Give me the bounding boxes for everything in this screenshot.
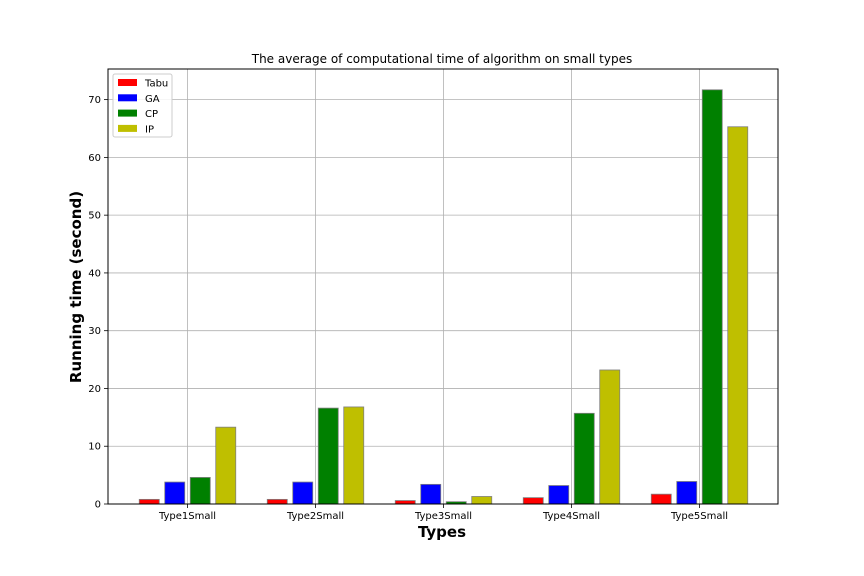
bar-tabu bbox=[394, 500, 416, 505]
legend: Tabu GA CP IP bbox=[112, 73, 173, 138]
bar-tabu bbox=[650, 493, 672, 505]
bar-tabu bbox=[138, 498, 160, 505]
x-axis-ticks: Type1Small Type2Small Type3Small Type4Small… bbox=[158, 504, 728, 522]
legend-swatch-ga bbox=[118, 94, 137, 102]
x-tick-label: Type1Small bbox=[158, 511, 216, 522]
bar-cp bbox=[573, 412, 595, 505]
legend-swatch-ip bbox=[118, 124, 137, 132]
bar-ga bbox=[164, 481, 186, 505]
bar-ip bbox=[471, 496, 493, 505]
legend-label-cp: CP bbox=[145, 109, 158, 120]
y-tick-label: 20 bbox=[88, 384, 101, 395]
bar-cp bbox=[701, 89, 723, 505]
y-tick-label: 10 bbox=[88, 442, 101, 453]
bar-ga bbox=[548, 485, 570, 505]
bar-ga bbox=[676, 481, 698, 505]
legend-label-tabu: Tabu bbox=[144, 79, 168, 90]
bar-cp bbox=[189, 477, 211, 505]
y-tick-label: 70 bbox=[88, 95, 101, 106]
y-tick-label: 0 bbox=[95, 500, 101, 511]
chart-title: The average of computational time of alg… bbox=[251, 52, 632, 66]
legend-swatch-tabu bbox=[118, 79, 137, 86]
legend-box bbox=[112, 73, 173, 138]
bars-group bbox=[138, 89, 749, 505]
x-axis-label: Types bbox=[418, 523, 466, 541]
x-tick-label: Type2Small bbox=[286, 511, 344, 522]
grid-lines bbox=[108, 69, 778, 505]
legend-swatch-cp bbox=[118, 109, 137, 117]
bar-ip bbox=[343, 406, 365, 505]
x-tick-label: Type5Small bbox=[670, 511, 728, 522]
bar-ip bbox=[727, 126, 749, 505]
legend-label-ga: GA bbox=[145, 94, 160, 105]
y-axis-ticks: 0 10 20 30 40 50 60 70 bbox=[88, 95, 108, 511]
y-tick-label: 40 bbox=[88, 268, 101, 279]
plot-frame bbox=[107, 68, 779, 505]
bar-tabu bbox=[522, 497, 544, 505]
bar-tabu bbox=[266, 498, 288, 505]
y-axis-label: Running time (second) bbox=[67, 191, 85, 383]
y-tick-label: 60 bbox=[88, 153, 101, 164]
x-tick-label: Type4Small bbox=[542, 511, 600, 522]
bar-ip bbox=[215, 426, 237, 505]
bar-ga bbox=[420, 483, 442, 505]
bar-ip bbox=[599, 369, 621, 505]
bar-ga bbox=[292, 481, 314, 505]
legend-label-ip: IP bbox=[145, 124, 154, 135]
y-tick-label: 50 bbox=[88, 211, 101, 222]
x-tick-label: Type3Small bbox=[414, 511, 472, 522]
y-tick-label: 30 bbox=[88, 326, 101, 337]
bar-cp bbox=[317, 407, 339, 505]
